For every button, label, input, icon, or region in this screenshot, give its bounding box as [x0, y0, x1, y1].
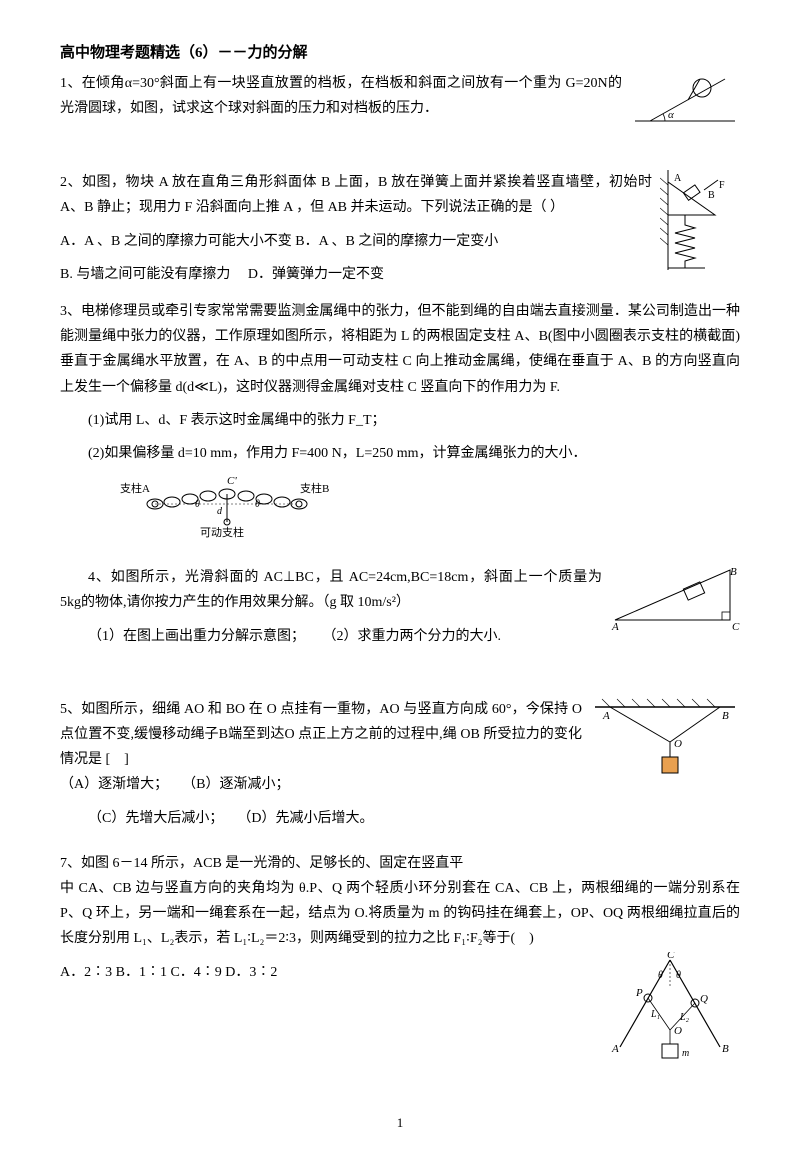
question-3: 3、电梯修理员或牵引专家常常需要监测金属绳中的张力，但不能到绳的自由端去直接测量… — [60, 299, 740, 553]
svg-text:A: A — [674, 173, 682, 184]
svg-text:B: B — [722, 1043, 729, 1055]
q3-figure: 支柱A 支柱B C' d 可动支柱 θ θ — [60, 474, 740, 553]
question-5: A B O 5、如图所示，细绳 AO 和 BO 在 O 点挂有一重物，AO 与竖… — [60, 697, 740, 839]
q7-text2: 中 CA、CB 边与竖直方向的夹角均为 θ.P、Q 两个轻质小环分别套在 CA、… — [60, 876, 740, 952]
svg-text:C: C — [732, 621, 740, 633]
svg-text:F: F — [719, 180, 725, 191]
svg-text:A: A — [611, 621, 619, 633]
q5-options-line2: （C）先增大后减小； （D）先减小后增大。 — [60, 806, 740, 831]
svg-text:C: C — [667, 952, 675, 961]
svg-text:A: A — [611, 1043, 619, 1055]
svg-text:O: O — [674, 738, 682, 750]
q7-figure: C θ θ P Q L₁ L₂ O A B m — [600, 952, 740, 1081]
q3-sub2: (2)如果偏移量 d=10 mm，作用力 F=400 N，L=250 mm，计算… — [60, 441, 740, 466]
question-7: 7、如图 6－14 所示，ACB 是一光滑的、足够长的、固定在竖直平 中 CA、… — [60, 851, 740, 1081]
question-2: A B F 2、如图，物块 A 放在直角三角形斜面体 B 上面，B 放在弹簧上面… — [60, 170, 740, 287]
svg-text:B: B — [730, 566, 737, 578]
fig3-label-b: 支柱B — [300, 481, 329, 495]
fig3-label-a: 支柱A — [120, 481, 150, 495]
page-title: 高中物理考题精选（6）－－力的分解 — [60, 40, 740, 67]
q4-figure: A B C — [610, 565, 740, 644]
q5-optC: （C）先增大后减小； — [88, 811, 223, 826]
q2-options-line1: A．A 、B 之间的摩擦力可能大小不变 B．A 、B 之间的摩擦力一定变小 — [60, 229, 740, 254]
svg-text:B: B — [708, 190, 715, 201]
svg-text:A: A — [602, 710, 610, 722]
q5-figure: A B O — [590, 697, 740, 791]
svg-text:L₂: L₂ — [679, 1012, 690, 1023]
svg-text:可动支柱: 可动支柱 — [200, 525, 244, 539]
q3-text: 3、电梯修理员或牵引专家常常需要监测金属绳中的张力，但不能到绳的自由端去直接测量… — [60, 299, 740, 400]
q4-sub2: （2）求重力两个分力的大小. — [323, 629, 502, 644]
svg-text:P: P — [635, 987, 643, 999]
q5-optB: （B）逐渐减小； — [182, 777, 289, 792]
page-number: 1 — [60, 1111, 740, 1134]
svg-text:O: O — [674, 1025, 682, 1037]
svg-text:C': C' — [227, 475, 237, 487]
question-1: α 1、在倾角α=30°斜面上有一块竖直放置的档板，在档板和斜面之间放有一个重为… — [60, 71, 740, 140]
q5-optD: （D）先减小后增大。 — [237, 811, 373, 826]
q2-figure: A B F — [660, 170, 740, 279]
svg-text:Q: Q — [700, 993, 708, 1005]
svg-text:m: m — [682, 1048, 689, 1059]
q7-text1: 7、如图 6－14 所示，ACB 是一光滑的、足够长的、固定在竖直平 — [60, 851, 740, 876]
q2-intro: 2、如图，物块 A 放在直角三角形斜面体 B 上面，B 放在弹簧上面并紧挨着竖直… — [60, 170, 740, 220]
svg-text:α: α — [668, 109, 674, 121]
svg-text:d: d — [217, 506, 223, 517]
q1-figure: α — [630, 71, 740, 140]
q4-sub1: （1）在图上画出重力分解示意图； — [88, 629, 305, 644]
q3-sub1: (1)试用 L、d、F 表示这时金属绳中的张力 F_T； — [60, 408, 740, 433]
question-4: A B C 4、如图所示，光滑斜面的 AC⊥BC，且 AC=24cm,BC=18… — [60, 565, 740, 657]
svg-text:θ: θ — [195, 499, 200, 510]
svg-text:θ: θ — [658, 970, 663, 981]
q2-options-line2: B. 与墙之间可能没有摩擦力 D．弹簧弹力一定不变 — [60, 262, 740, 287]
svg-text:L₁: L₁ — [650, 1009, 660, 1020]
svg-text:B: B — [722, 710, 729, 722]
svg-text:θ: θ — [255, 499, 260, 510]
q5-optA: （A）逐渐增大； — [60, 777, 168, 792]
svg-text:θ: θ — [676, 970, 681, 981]
